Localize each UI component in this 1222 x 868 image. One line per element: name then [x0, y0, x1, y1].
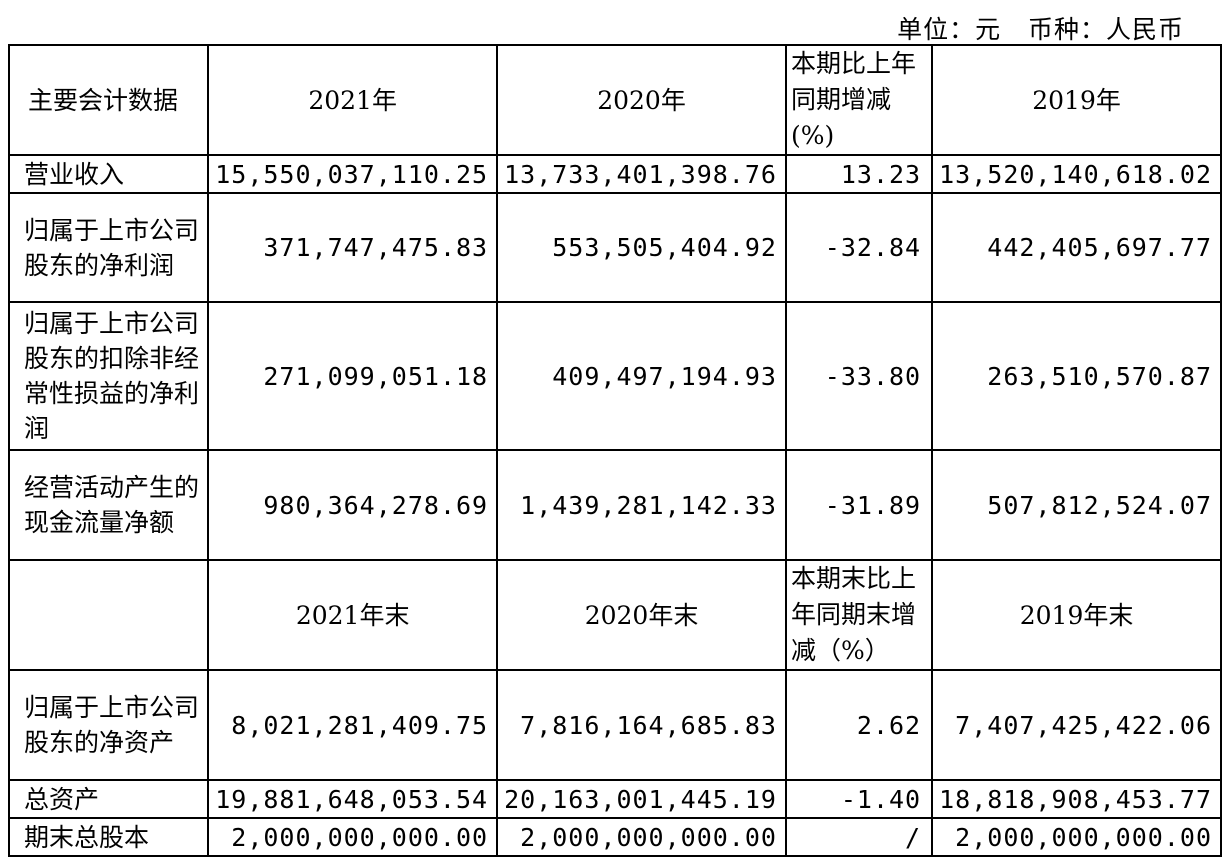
subheader-label	[7, 559, 210, 671]
value-2019: 7,407,425,422.06	[931, 669, 1222, 781]
key-accounting-data-table: 主要会计数据 2021年 2020年 本期比上年同期增减(%) 2019年 营业…	[7, 44, 1222, 857]
value-2021: 8,021,281,409.75	[207, 669, 499, 781]
value-2020: 409,497,194.93	[496, 301, 787, 451]
row-label: 归属于上市公司股东的扣除非经常性损益的净利润	[7, 301, 210, 451]
value-2021: 2,000,000,000.00	[207, 817, 499, 857]
table-row: 归属于上市公司股东的净利润 371,747,475.83 553,505,404…	[7, 192, 1222, 303]
header-label: 主要会计数据	[7, 44, 210, 156]
header-2021-end: 2021年末	[207, 559, 499, 671]
value-2021: 980,364,278.69	[207, 449, 499, 561]
header-change-end: 本期末比上年同期末增减（%）	[784, 559, 934, 671]
row-label: 归属于上市公司股东的净资产	[7, 669, 210, 781]
header-2020: 2020年	[496, 44, 787, 156]
value-change: 2.62	[784, 669, 934, 781]
value-2021: 371,747,475.83	[207, 192, 499, 303]
table-row: 营业收入 15,550,037,110.25 13,733,401,398.76…	[7, 154, 1222, 194]
value-2019: 18,818,908,453.77	[931, 779, 1222, 819]
header-change: 本期比上年同期增减(%)	[784, 44, 934, 156]
value-2019: 263,510,570.87	[931, 301, 1222, 451]
value-2021: 15,550,037,110.25	[207, 154, 499, 194]
value-2021: 271,099,051.18	[207, 301, 499, 451]
table-row: 经营活动产生的现金流量净额 980,364,278.69 1,439,281,1…	[7, 449, 1222, 561]
row-label: 经营活动产生的现金流量净额	[7, 449, 210, 561]
table-header-row: 主要会计数据 2021年 2020年 本期比上年同期增减(%) 2019年	[7, 44, 1222, 156]
table-row: 总资产 19,881,648,053.54 20,163,001,445.19 …	[7, 779, 1222, 819]
table-subheader-row: 2021年末 2020年末 本期末比上年同期末增减（%） 2019年末	[7, 559, 1222, 671]
value-2019: 442,405,697.77	[931, 192, 1222, 303]
row-label: 总资产	[7, 779, 210, 819]
value-change: 13.23	[784, 154, 934, 194]
value-2019: 13,520,140,618.02	[931, 154, 1222, 194]
table-row: 归属于上市公司股东的扣除非经常性损益的净利润 271,099,051.18 40…	[7, 301, 1222, 451]
value-2020: 13,733,401,398.76	[496, 154, 787, 194]
value-change: /	[784, 817, 934, 857]
table-row: 期末总股本 2,000,000,000.00 2,000,000,000.00 …	[7, 817, 1222, 857]
value-2019: 507,812,524.07	[931, 449, 1222, 561]
header-2020-end: 2020年末	[496, 559, 787, 671]
row-label: 营业收入	[7, 154, 210, 194]
value-2020: 2,000,000,000.00	[496, 817, 787, 857]
value-2020: 20,163,001,445.19	[496, 779, 787, 819]
value-change: -1.40	[784, 779, 934, 819]
value-2019: 2,000,000,000.00	[931, 817, 1222, 857]
row-label: 期末总股本	[7, 817, 210, 857]
row-label: 归属于上市公司股东的净利润	[7, 192, 210, 303]
value-2020: 553,505,404.92	[496, 192, 787, 303]
table-row: 归属于上市公司股东的净资产 8,021,281,409.75 7,816,164…	[7, 669, 1222, 781]
value-2020: 7,816,164,685.83	[496, 669, 787, 781]
value-change: -31.89	[784, 449, 934, 561]
unit-currency-note: 单位：元 币种：人民币	[897, 15, 1184, 44]
header-2019-end: 2019年末	[931, 559, 1222, 671]
value-change: -33.80	[784, 301, 934, 451]
header-2019: 2019年	[931, 44, 1222, 156]
value-change: -32.84	[784, 192, 934, 303]
value-2021: 19,881,648,053.54	[207, 779, 499, 819]
header-2021: 2021年	[207, 44, 499, 156]
value-2020: 1,439,281,142.33	[496, 449, 787, 561]
